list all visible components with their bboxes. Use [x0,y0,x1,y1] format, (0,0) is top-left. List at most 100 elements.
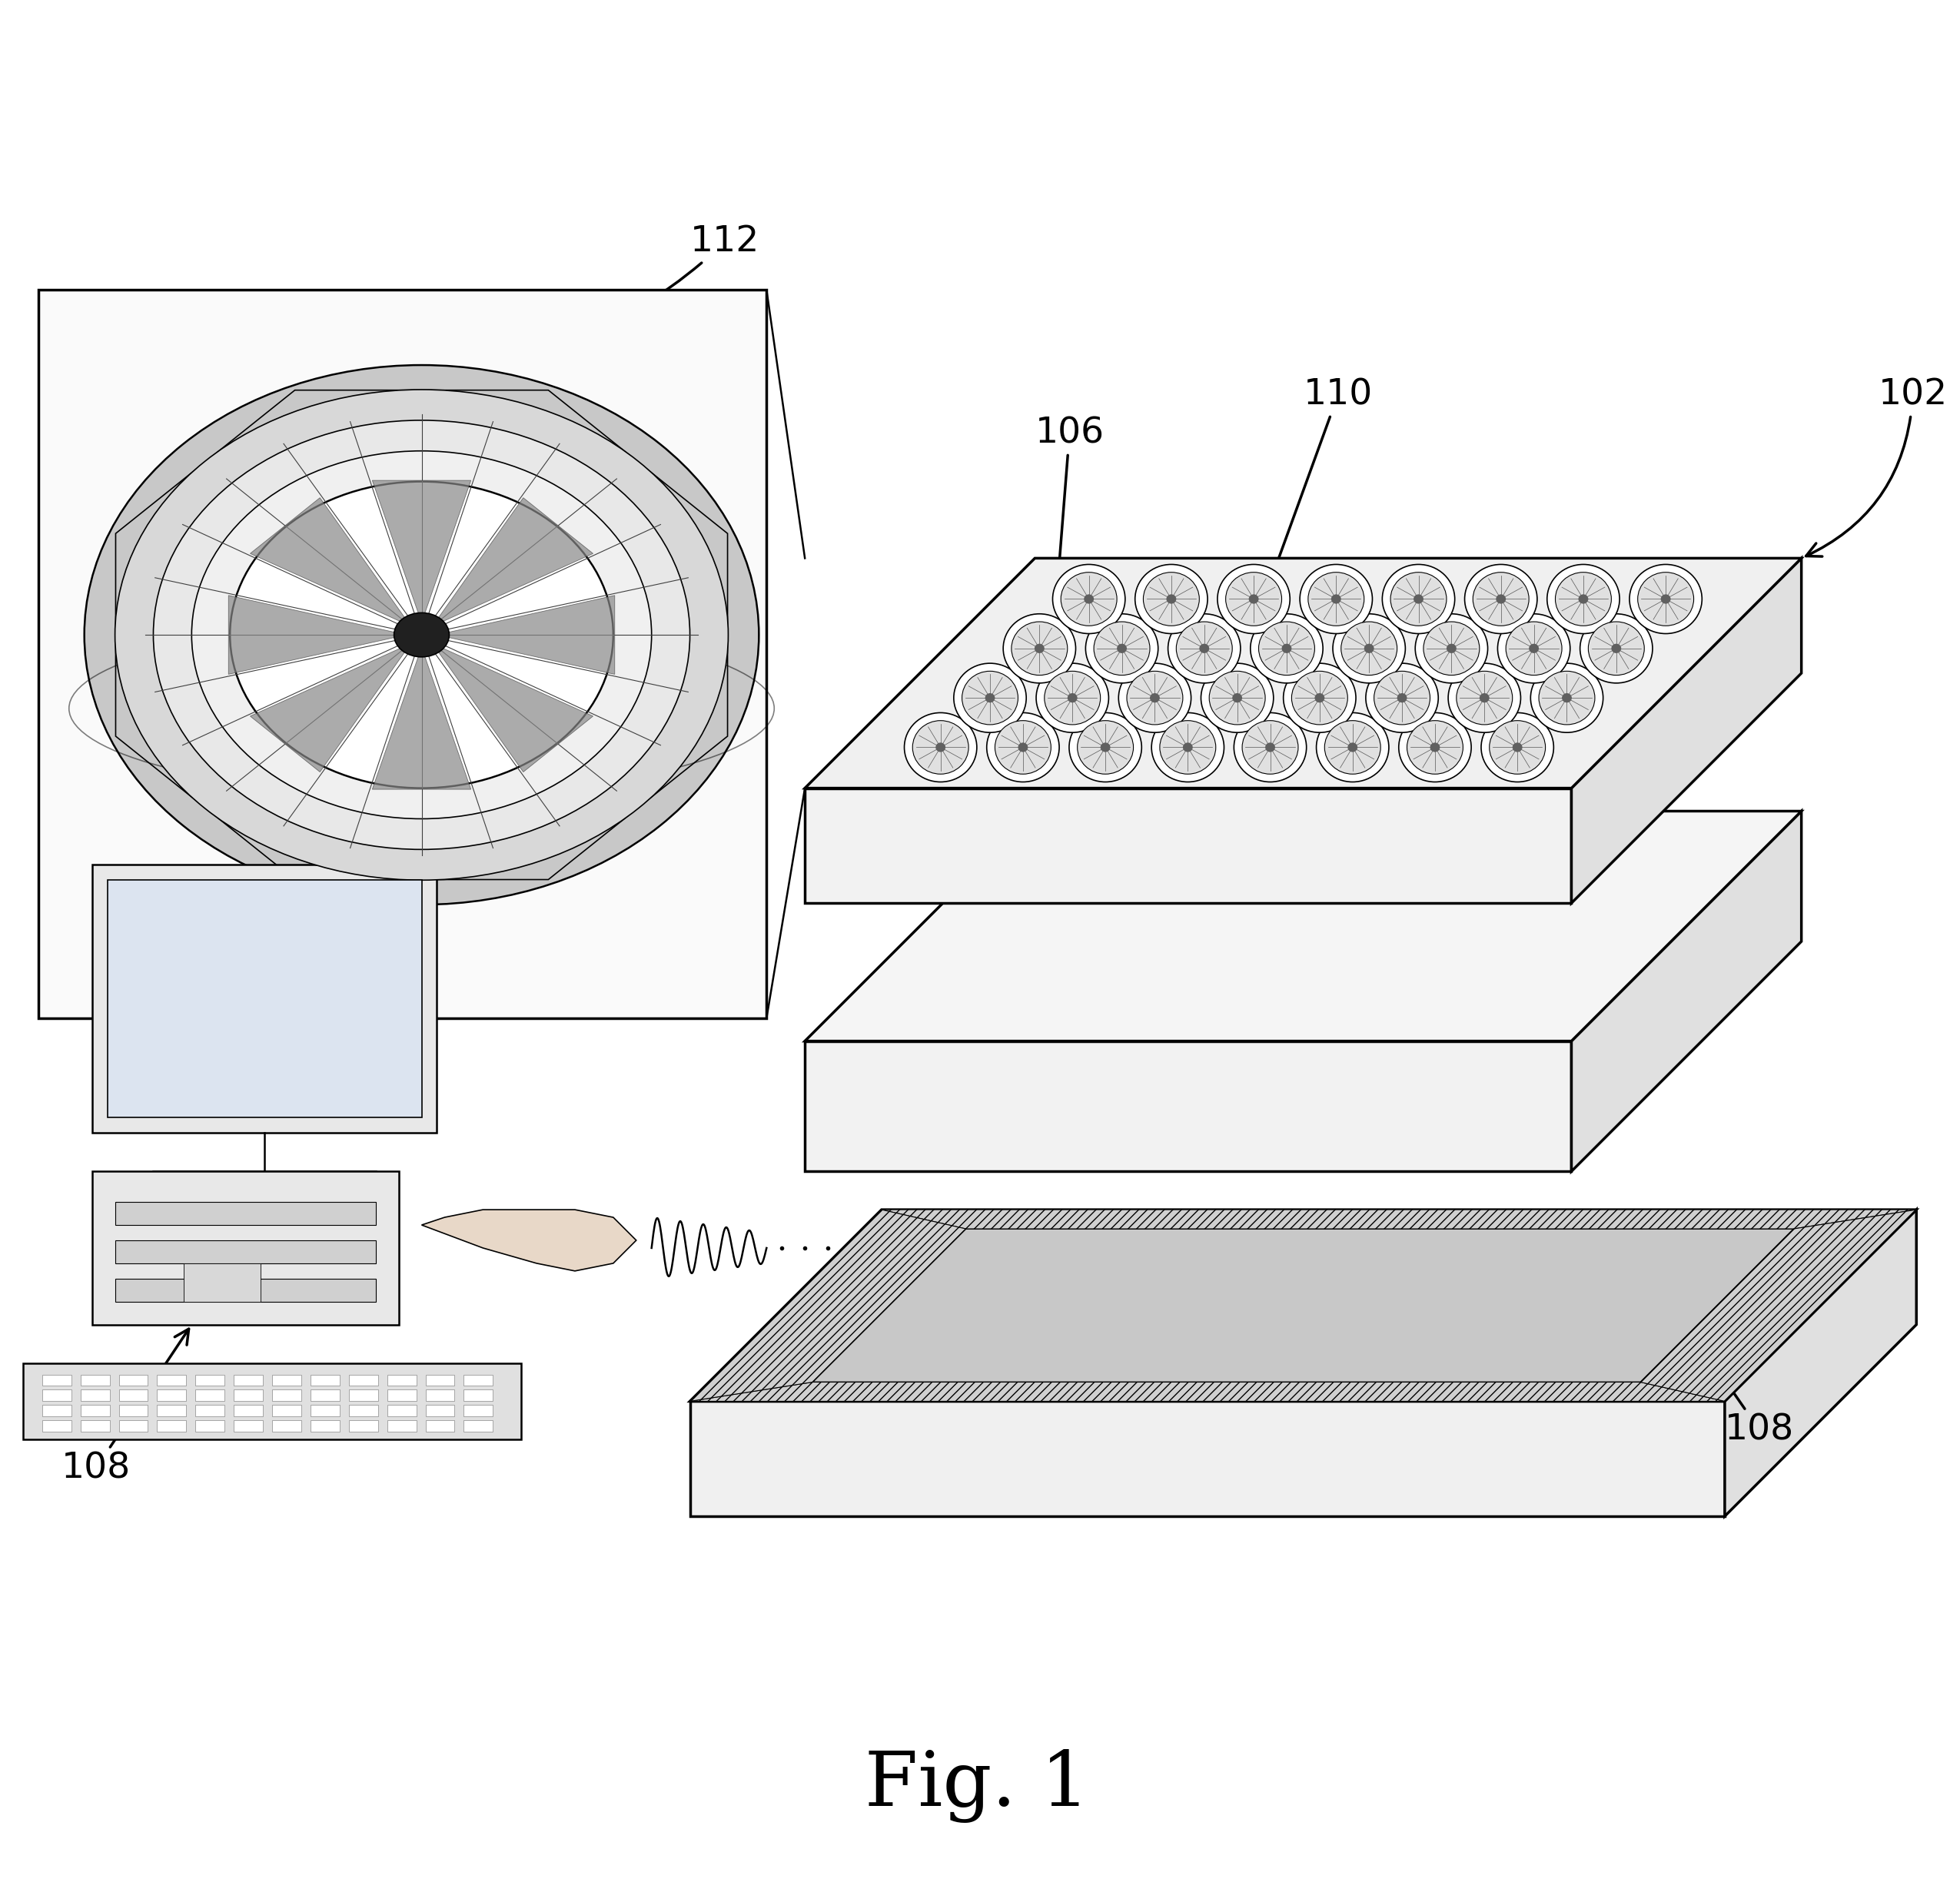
Ellipse shape [1035,643,1045,652]
Ellipse shape [1578,593,1588,603]
Ellipse shape [1249,593,1258,603]
Polygon shape [272,1406,302,1417]
Ellipse shape [192,451,651,818]
Polygon shape [1641,1210,1917,1402]
Ellipse shape [955,664,1027,732]
Ellipse shape [962,671,1017,725]
Polygon shape [92,865,437,1134]
Ellipse shape [1490,721,1544,774]
Polygon shape [233,1390,263,1402]
Polygon shape [120,1421,147,1432]
Polygon shape [233,1406,263,1417]
Polygon shape [39,289,766,1018]
Ellipse shape [904,713,976,782]
Polygon shape [196,1375,225,1387]
Polygon shape [120,1390,147,1402]
Polygon shape [349,1375,378,1387]
Ellipse shape [1011,622,1068,675]
Polygon shape [465,1421,492,1432]
Polygon shape [272,1390,302,1402]
Polygon shape [690,1210,1917,1402]
Polygon shape [349,1406,378,1417]
Polygon shape [806,810,1801,1040]
Ellipse shape [1364,643,1374,652]
Ellipse shape [1382,565,1454,633]
Ellipse shape [1168,614,1241,683]
Polygon shape [425,1421,455,1432]
Ellipse shape [1292,671,1348,725]
Polygon shape [92,1172,398,1324]
Polygon shape [1572,557,1801,903]
Ellipse shape [1482,713,1554,782]
Ellipse shape [1513,742,1523,751]
Polygon shape [120,1406,147,1417]
Polygon shape [425,1390,455,1402]
Ellipse shape [1307,573,1364,626]
Ellipse shape [394,612,449,656]
Polygon shape [43,1390,71,1402]
Ellipse shape [1639,573,1693,626]
Polygon shape [349,1390,378,1402]
Polygon shape [806,557,1801,787]
Ellipse shape [1243,721,1298,774]
Polygon shape [425,1375,455,1387]
Ellipse shape [1135,565,1207,633]
Ellipse shape [1233,692,1243,702]
Ellipse shape [1317,713,1390,782]
Polygon shape [806,787,1572,903]
Ellipse shape [1284,664,1356,732]
Ellipse shape [1341,622,1397,675]
Ellipse shape [1456,671,1513,725]
Ellipse shape [1374,671,1431,725]
Ellipse shape [1160,721,1215,774]
Ellipse shape [1037,664,1109,732]
Ellipse shape [1143,573,1200,626]
Polygon shape [690,1402,1725,1516]
Ellipse shape [1152,713,1225,782]
Polygon shape [388,1390,416,1402]
Ellipse shape [913,721,968,774]
Polygon shape [310,1375,339,1387]
Polygon shape [157,1406,186,1417]
Ellipse shape [1331,593,1341,603]
Ellipse shape [1209,671,1266,725]
Polygon shape [43,1406,71,1417]
Ellipse shape [1472,573,1529,626]
Polygon shape [433,498,594,626]
Text: 112: 112 [427,224,759,373]
Polygon shape [229,595,406,675]
Polygon shape [388,1406,416,1417]
Text: 108: 108 [1690,1329,1793,1447]
Ellipse shape [1100,742,1109,751]
Polygon shape [310,1390,339,1402]
Polygon shape [157,1421,186,1432]
Polygon shape [465,1406,492,1417]
Ellipse shape [1529,643,1539,652]
Polygon shape [310,1406,339,1417]
Ellipse shape [1333,614,1405,683]
Ellipse shape [1505,622,1562,675]
Polygon shape [882,1210,1917,1229]
Polygon shape [465,1375,492,1387]
Ellipse shape [1266,742,1276,751]
Polygon shape [310,1421,339,1432]
Polygon shape [196,1421,225,1432]
Text: 106: 106 [1035,417,1103,576]
Ellipse shape [1127,671,1182,725]
Polygon shape [24,1364,521,1440]
Ellipse shape [1078,721,1133,774]
Polygon shape [184,1263,261,1301]
Ellipse shape [1119,664,1192,732]
Polygon shape [233,1421,263,1432]
Polygon shape [43,1421,71,1432]
Ellipse shape [1201,664,1274,732]
Polygon shape [108,881,421,1118]
Ellipse shape [1413,593,1423,603]
Polygon shape [388,1421,416,1432]
Ellipse shape [1448,664,1521,732]
Text: 104: 104 [1652,867,1756,949]
Ellipse shape [1660,593,1670,603]
Polygon shape [196,1390,225,1402]
Polygon shape [272,1375,302,1387]
Polygon shape [690,1383,1725,1402]
